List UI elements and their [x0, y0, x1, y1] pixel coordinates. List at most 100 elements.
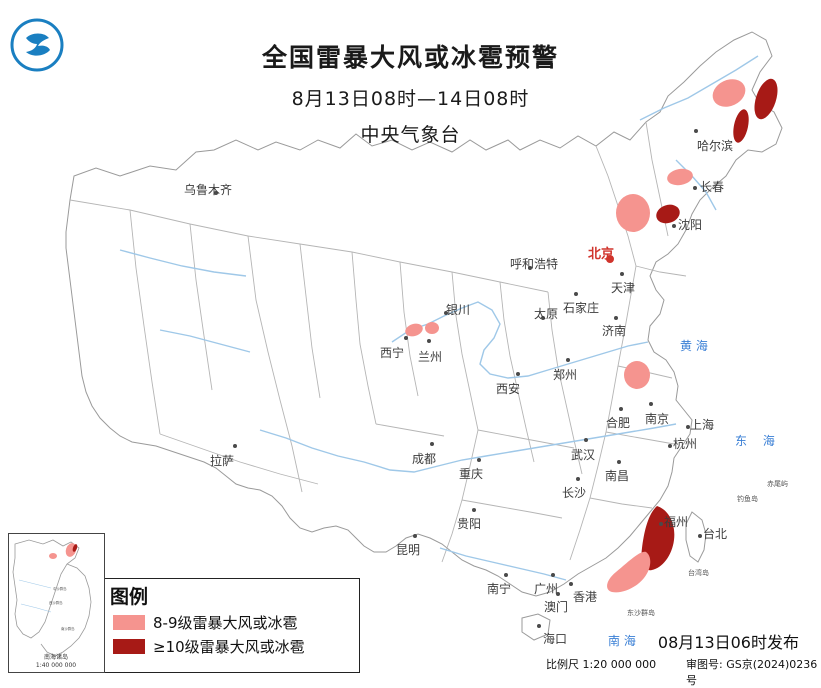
city-label: 西安 — [496, 382, 521, 396]
city-dot — [413, 534, 417, 538]
city-label: 南宁 — [487, 582, 512, 596]
city-label: 海口 — [543, 632, 568, 646]
sea-label: 南 海 — [608, 634, 636, 648]
city-dot — [619, 407, 623, 411]
city-label: 澳门 — [544, 600, 569, 614]
city-label: 长沙 — [562, 486, 587, 500]
city-label: 重庆 — [459, 467, 484, 481]
city-dot — [694, 129, 698, 133]
warning-area-jilin-w — [667, 168, 693, 186]
city-dot — [574, 292, 578, 296]
songhua-river — [675, 159, 717, 211]
city-dot — [537, 624, 541, 628]
warning-area-heilongjiang-ne-2 — [754, 78, 778, 120]
legend-label-level2: ≥10级雷暴大风或冰雹 — [153, 638, 305, 656]
warning-area-heilongjiang-s — [733, 109, 749, 143]
city-dot — [576, 477, 580, 481]
city-label: 香港 — [573, 590, 598, 604]
city-label: 上海 — [690, 418, 715, 432]
city-dot — [528, 266, 532, 270]
heilongjiang-river — [639, 55, 759, 121]
warning-area-liaoning-n — [616, 194, 650, 232]
legend-swatch-level2 — [113, 639, 145, 654]
city-dot — [668, 444, 672, 448]
warning-area-henan-e — [624, 361, 650, 389]
hainan-island — [521, 613, 551, 641]
tarim-river — [119, 249, 247, 277]
city-label: 济南 — [602, 324, 627, 338]
city-label: 兰州 — [418, 350, 443, 364]
city-label: 台北 — [703, 527, 728, 541]
city-label: 广州 — [534, 582, 559, 596]
city-dot — [404, 336, 408, 340]
svg-text:中沙群岛: 中沙群岛 — [53, 586, 67, 591]
city-label: 乌鲁木齐 — [184, 183, 233, 197]
city-dot — [672, 224, 676, 228]
legend-swatch-level1 — [113, 615, 145, 630]
city-dot — [430, 442, 434, 446]
taiwan-island — [685, 511, 707, 563]
svg-text:西沙群岛: 西沙群岛 — [49, 600, 63, 605]
warning-area-guangdong-e — [607, 551, 651, 593]
city-dot — [541, 316, 545, 320]
city-dot — [698, 534, 702, 538]
city-dot — [584, 438, 588, 442]
city-label: 福州 — [664, 515, 689, 529]
city-label: 哈尔滨 — [697, 139, 734, 153]
cma-logo — [10, 18, 64, 72]
city-label: 石家庄 — [563, 301, 600, 315]
legend-title: 图例 — [110, 586, 149, 608]
yangtze-river — [259, 423, 677, 473]
city-dot — [614, 316, 618, 320]
city-label: 杭州 — [673, 437, 698, 451]
city-dot — [551, 573, 555, 577]
inset-caption-line1: 南海诸岛 — [43, 654, 68, 661]
city-dot — [686, 425, 690, 429]
city-label: 西宁 — [380, 346, 405, 360]
city-dot — [556, 592, 560, 596]
city-label: 银川 — [446, 303, 471, 317]
china-outline — [65, 31, 783, 597]
city-label: 合肥 — [606, 416, 631, 430]
west-river — [159, 329, 251, 353]
pearl-river — [439, 547, 567, 581]
legend-item-level2: ≥10级雷暴大风或冰雹 — [113, 636, 359, 657]
sea-label: 东 海 — [735, 434, 781, 448]
city-label: 北京 — [588, 247, 615, 262]
city-dot — [649, 402, 653, 406]
island-label: 台湾岛 — [688, 569, 709, 577]
city-dot — [516, 372, 520, 376]
legend-label-level1: 8-9级雷暴大风或冰雹 — [153, 614, 298, 632]
city-label: 沈阳 — [678, 218, 703, 232]
island-label: 东沙群岛 — [627, 609, 655, 617]
city-label: 拉萨 — [210, 454, 235, 468]
sea-label: 黄 海 — [680, 339, 708, 353]
warning-area-gansu-lanzhou-2 — [425, 322, 439, 334]
city-dot — [566, 358, 570, 362]
city-label: 南京 — [645, 412, 670, 426]
city-label: 长春 — [700, 180, 725, 194]
island-label: 赤尾屿 — [767, 480, 788, 488]
city-label: 郑州 — [553, 368, 578, 382]
inset-caption-line2: 1:40 000 000 — [35, 662, 77, 670]
city-dot — [569, 582, 573, 586]
inset-caption: 南海诸岛 1:40 000 000 — [14, 654, 98, 670]
city-label: 贵阳 — [457, 517, 482, 531]
south-china-sea-inset: 中沙群岛 西沙群岛 南沙群岛 — [8, 533, 105, 673]
city-dot — [472, 508, 476, 512]
city-label: 呼和浩特 — [510, 257, 559, 271]
city-label: 南昌 — [605, 469, 630, 483]
warning-area-fujian-coast — [641, 506, 675, 571]
city-label: 天津 — [611, 281, 636, 295]
city-dot — [617, 460, 621, 464]
city-label: 太原 — [534, 307, 559, 321]
city-dot — [620, 272, 624, 276]
city-label: 昆明 — [396, 543, 421, 557]
island-label: 钓鱼岛 — [737, 495, 758, 503]
city-dot — [693, 186, 697, 190]
scale-text: 比例尺 1:20 000 000 — [546, 658, 657, 671]
warning-area-heilongjiang-ne-1 — [712, 79, 746, 107]
